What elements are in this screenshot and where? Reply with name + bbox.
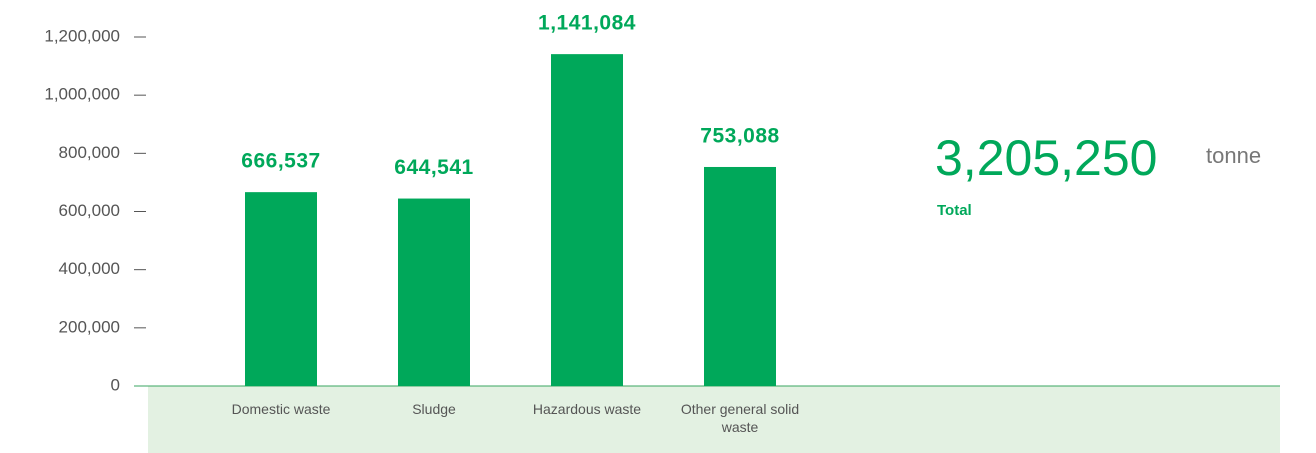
y-tick-label: 0 bbox=[111, 375, 120, 394]
x-tick-label: Domestic waste bbox=[231, 401, 331, 417]
x-tick-label: Sludge bbox=[412, 401, 456, 417]
y-tick-label: 400,000 bbox=[59, 259, 120, 278]
y-tick-label: 200,000 bbox=[59, 317, 120, 336]
total-value: 3,205,250 bbox=[935, 130, 1157, 186]
bar bbox=[551, 54, 623, 386]
total-unit: tonne bbox=[1206, 143, 1261, 168]
bar bbox=[398, 198, 470, 386]
value-label: 753,088 bbox=[700, 125, 779, 148]
x-tick-label: Hazardous waste bbox=[532, 401, 642, 417]
value-label: 1,141,084 bbox=[538, 12, 636, 35]
y-tick-label: 1,200,000 bbox=[44, 26, 120, 45]
bar bbox=[704, 166, 776, 386]
value-label: 644,541 bbox=[394, 156, 473, 179]
value-label: 666,537 bbox=[241, 150, 320, 173]
bar bbox=[245, 192, 317, 386]
category-band bbox=[148, 386, 1280, 453]
y-tick-label: 800,000 bbox=[59, 143, 120, 162]
y-tick-label: 1,000,000 bbox=[44, 85, 120, 104]
x-tick-label: Other general solid waste bbox=[680, 401, 800, 435]
y-tick-label: 600,000 bbox=[59, 201, 120, 220]
total-caption: Total bbox=[937, 202, 972, 219]
